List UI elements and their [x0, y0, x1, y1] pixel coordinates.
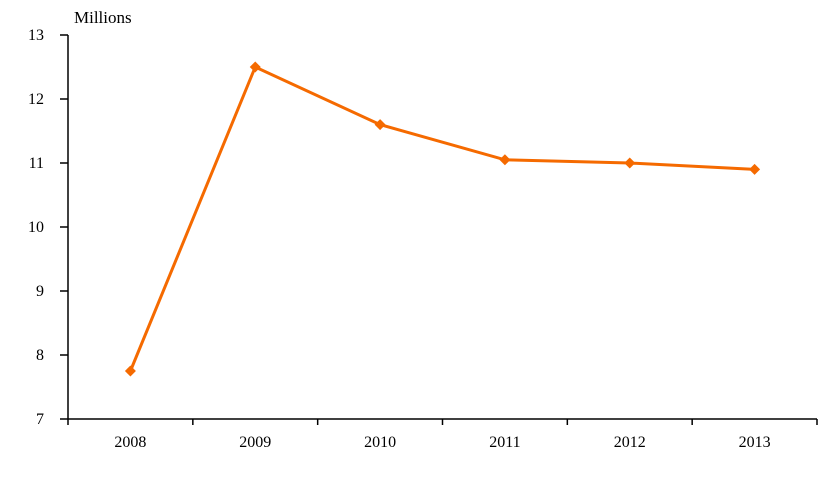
x-tick-label: 2010 [364, 434, 396, 451]
data-point-marker [249, 61, 261, 73]
y-tick-label: 9 [36, 283, 44, 300]
y-tick-label: 7 [36, 411, 44, 428]
x-tick-label: 2008 [114, 434, 146, 451]
data-point-marker [499, 154, 511, 166]
data-point-marker [624, 157, 636, 169]
x-tick-label: 2009 [239, 434, 271, 451]
x-tick-label: 2011 [489, 434, 520, 451]
y-tick-label: 10 [28, 219, 44, 236]
y-tick-label: 11 [29, 155, 44, 172]
y-tick-label: 8 [36, 347, 44, 364]
y-axis-unit-label: Millions [74, 8, 132, 27]
y-tick-label: 13 [28, 27, 44, 44]
data-point-marker [124, 365, 136, 377]
x-tick-label: 2012 [614, 434, 646, 451]
data-point-marker [374, 119, 386, 131]
data-series-line [129, 64, 755, 372]
y-tick-label: 12 [28, 91, 44, 108]
data-point-marker [749, 163, 761, 175]
x-tick-label: 2013 [739, 434, 771, 451]
